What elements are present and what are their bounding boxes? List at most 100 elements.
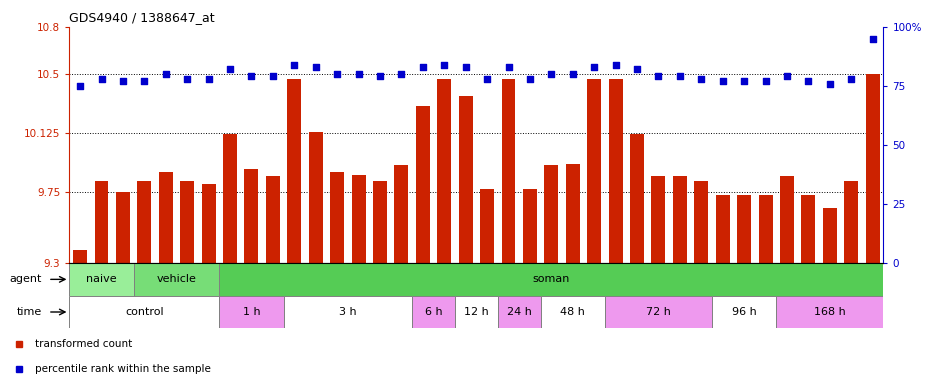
Bar: [309, 132, 323, 263]
Point: [94, 76, 109, 82]
Bar: [373, 181, 387, 263]
Point: [415, 64, 430, 70]
Bar: [73, 250, 87, 263]
Point: [158, 71, 173, 77]
Point: [73, 83, 88, 89]
Bar: [116, 192, 130, 263]
Bar: [202, 184, 216, 263]
Point: [223, 66, 238, 73]
Point: [694, 76, 709, 82]
Point: [672, 73, 687, 79]
Bar: [69, 263, 133, 296]
Bar: [630, 134, 644, 263]
Point: [137, 78, 152, 84]
Point: [308, 64, 323, 70]
Bar: [265, 177, 280, 263]
Bar: [244, 169, 258, 263]
Text: 24 h: 24 h: [507, 307, 532, 317]
Bar: [455, 296, 498, 328]
Bar: [159, 172, 173, 263]
Bar: [416, 106, 430, 263]
Bar: [776, 296, 883, 328]
Bar: [219, 263, 883, 296]
Bar: [288, 79, 302, 263]
Point: [586, 64, 601, 70]
Bar: [330, 172, 344, 263]
Bar: [284, 296, 413, 328]
Bar: [438, 79, 451, 263]
Point: [630, 66, 645, 73]
Text: 3 h: 3 h: [339, 307, 357, 317]
Bar: [587, 79, 601, 263]
Text: transformed count: transformed count: [35, 339, 132, 349]
Text: percentile rank within the sample: percentile rank within the sample: [35, 364, 211, 374]
Point: [822, 81, 837, 87]
Point: [373, 73, 388, 79]
Bar: [69, 296, 219, 328]
Bar: [672, 177, 687, 263]
Point: [179, 76, 194, 82]
Text: time: time: [17, 307, 42, 317]
Bar: [695, 181, 709, 263]
Text: soman: soman: [533, 274, 570, 285]
Text: GDS4940 / 1388647_at: GDS4940 / 1388647_at: [69, 11, 215, 24]
Bar: [413, 296, 455, 328]
Text: 72 h: 72 h: [646, 307, 671, 317]
Bar: [801, 195, 815, 263]
Bar: [223, 134, 237, 263]
Bar: [780, 177, 794, 263]
Bar: [651, 177, 665, 263]
Bar: [545, 166, 559, 263]
Text: 1 h: 1 h: [242, 307, 260, 317]
Bar: [498, 296, 540, 328]
Point: [523, 76, 537, 82]
Point: [736, 78, 751, 84]
Bar: [480, 189, 494, 263]
Text: vehicle: vehicle: [156, 274, 196, 285]
Point: [287, 61, 302, 68]
Text: 6 h: 6 h: [425, 307, 442, 317]
Bar: [737, 195, 751, 263]
Bar: [605, 296, 712, 328]
Bar: [180, 181, 194, 263]
Bar: [138, 181, 152, 263]
Bar: [845, 181, 858, 263]
Point: [352, 71, 366, 77]
Bar: [758, 195, 772, 263]
Bar: [609, 79, 623, 263]
Bar: [566, 164, 580, 263]
Bar: [523, 189, 536, 263]
Point: [394, 71, 409, 77]
Text: naive: naive: [86, 274, 117, 285]
Bar: [133, 263, 219, 296]
Point: [265, 73, 280, 79]
Point: [565, 71, 580, 77]
Bar: [219, 296, 284, 328]
Point: [844, 76, 858, 82]
Bar: [866, 74, 880, 263]
Point: [116, 78, 130, 84]
Bar: [459, 96, 473, 263]
Bar: [94, 181, 108, 263]
Point: [480, 76, 495, 82]
Point: [715, 78, 730, 84]
Point: [244, 73, 259, 79]
Point: [329, 71, 344, 77]
Point: [865, 36, 880, 42]
Text: control: control: [125, 307, 164, 317]
Point: [758, 78, 773, 84]
Bar: [352, 175, 365, 263]
Point: [801, 78, 816, 84]
Text: 12 h: 12 h: [464, 307, 488, 317]
Bar: [540, 296, 605, 328]
Text: 48 h: 48 h: [561, 307, 586, 317]
Point: [202, 76, 216, 82]
Bar: [823, 208, 837, 263]
Text: agent: agent: [9, 274, 42, 285]
Bar: [394, 166, 408, 263]
Point: [501, 64, 516, 70]
Point: [544, 71, 559, 77]
Point: [458, 64, 473, 70]
Point: [437, 61, 451, 68]
Bar: [501, 79, 515, 263]
